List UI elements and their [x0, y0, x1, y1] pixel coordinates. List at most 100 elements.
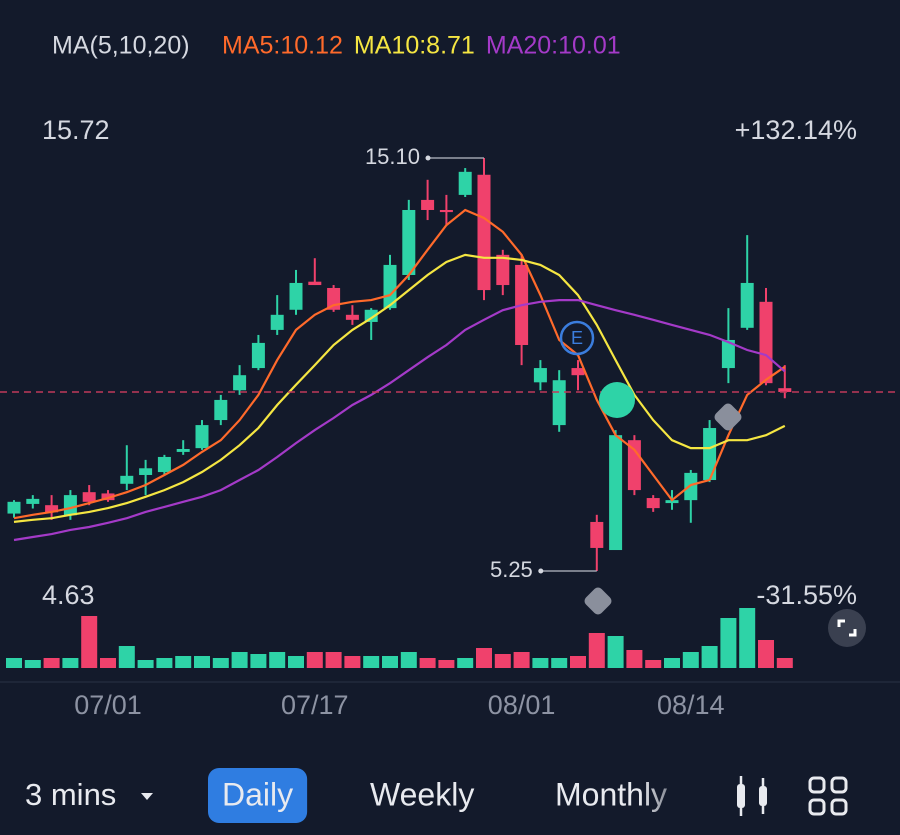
annotation-label: 5.25 — [490, 557, 533, 582]
candle-body — [383, 264, 397, 309]
layout-button[interactable] — [808, 776, 848, 816]
candle-body — [157, 456, 171, 473]
volume-bar — [739, 608, 756, 668]
candle-body — [665, 500, 679, 504]
volume-bar — [156, 658, 173, 668]
candle-body — [627, 440, 641, 491]
ma-line — [13, 299, 786, 542]
candle-body — [26, 498, 40, 504]
volume-bar — [194, 656, 210, 668]
candle-body — [176, 448, 190, 452]
volume-bar — [137, 660, 154, 668]
signal-marker — [599, 382, 635, 418]
candle-body — [496, 254, 510, 286]
candle-body — [233, 375, 247, 391]
candle-body — [63, 495, 77, 516]
volume-bar — [382, 656, 398, 668]
candle-body — [477, 174, 491, 291]
candle-body — [289, 282, 303, 310]
candle-body — [646, 498, 660, 509]
legend-entry: MA5:10.12 — [222, 32, 343, 60]
toolbar: 3 mins Daily Weekly Monthly — [25, 768, 848, 825]
volume-bar — [325, 652, 342, 668]
volume-bar — [175, 656, 192, 668]
candle-body — [721, 339, 735, 369]
interval-selector[interactable]: 3 mins — [25, 777, 116, 812]
candle-body — [270, 314, 284, 330]
annotation-label: 15.10 — [365, 144, 420, 169]
volume-bar — [476, 648, 492, 668]
candle-body — [345, 314, 359, 320]
legend-entry: MA20:10.01 — [486, 32, 621, 60]
legend-entry: MA10:8.71 — [354, 32, 475, 60]
candle-body — [740, 282, 754, 328]
candle-style-button[interactable] — [737, 776, 767, 816]
volume-bar — [626, 650, 643, 668]
event-marker[interactable]: E — [559, 320, 595, 356]
event-circle — [559, 320, 595, 356]
tab[interactable]: Weekly — [370, 776, 474, 812]
volume-bar — [24, 660, 41, 668]
tab-fade — [640, 770, 700, 825]
volume-bar — [250, 654, 267, 668]
max-change-label: +132.14% — [735, 115, 857, 145]
min-change-label: -31.55% — [756, 580, 857, 610]
volume-bar — [513, 652, 530, 668]
candle-body — [45, 505, 59, 513]
signal-diamond — [714, 403, 742, 431]
volume-bar — [212, 658, 229, 668]
candle-body — [139, 468, 153, 475]
candle-body — [684, 472, 698, 501]
volume-bar — [269, 652, 286, 668]
candle-body — [7, 501, 21, 514]
candle-body — [590, 521, 604, 548]
volume-bar — [758, 640, 774, 668]
volume-bar — [776, 658, 793, 668]
annotation-dot — [425, 155, 431, 161]
candle-body — [82, 492, 96, 502]
volume-bar — [457, 658, 474, 668]
volume-bar — [419, 658, 436, 668]
volume-bar — [43, 658, 60, 668]
volume-bar — [363, 656, 380, 668]
candle-body — [364, 309, 378, 322]
expand-button[interactable] — [828, 609, 866, 647]
candle-body — [458, 171, 472, 195]
min-price-label: 4.63 — [42, 580, 95, 610]
candle-body — [195, 425, 209, 449]
candle-body — [533, 368, 547, 383]
volume-bar — [645, 660, 662, 668]
volume-bar — [494, 654, 511, 668]
volume-bar — [570, 656, 586, 668]
x-tick-label: 08/01 — [488, 690, 556, 720]
volume-bar — [532, 658, 549, 668]
volume-bar — [81, 616, 98, 668]
volume-bar — [118, 646, 135, 668]
volume-bar — [551, 658, 568, 668]
x-tick-label: 08/14 — [657, 690, 725, 720]
candle-body — [214, 399, 228, 421]
candle-body — [439, 209, 453, 213]
candle-body — [251, 342, 265, 369]
x-tick-label: 07/17 — [281, 690, 349, 720]
candle-body — [421, 199, 435, 210]
tab[interactable]: Daily — [222, 776, 293, 812]
ma-header: MA(5,10,20) — [52, 32, 190, 60]
volume-bar — [6, 658, 22, 668]
candle-body — [778, 388, 792, 392]
candle-body — [308, 281, 322, 286]
volume-bar — [231, 652, 248, 668]
volume-bar — [682, 652, 699, 668]
candle-body — [552, 380, 566, 426]
signal-diamond — [584, 587, 612, 615]
candle-body — [402, 209, 416, 275]
volume-bar — [720, 618, 737, 668]
dropdown-arrow — [141, 793, 153, 800]
volume-bar — [400, 652, 417, 668]
annotation-dot — [538, 568, 544, 574]
volume-bar — [664, 658, 680, 668]
candle-body — [759, 301, 773, 384]
